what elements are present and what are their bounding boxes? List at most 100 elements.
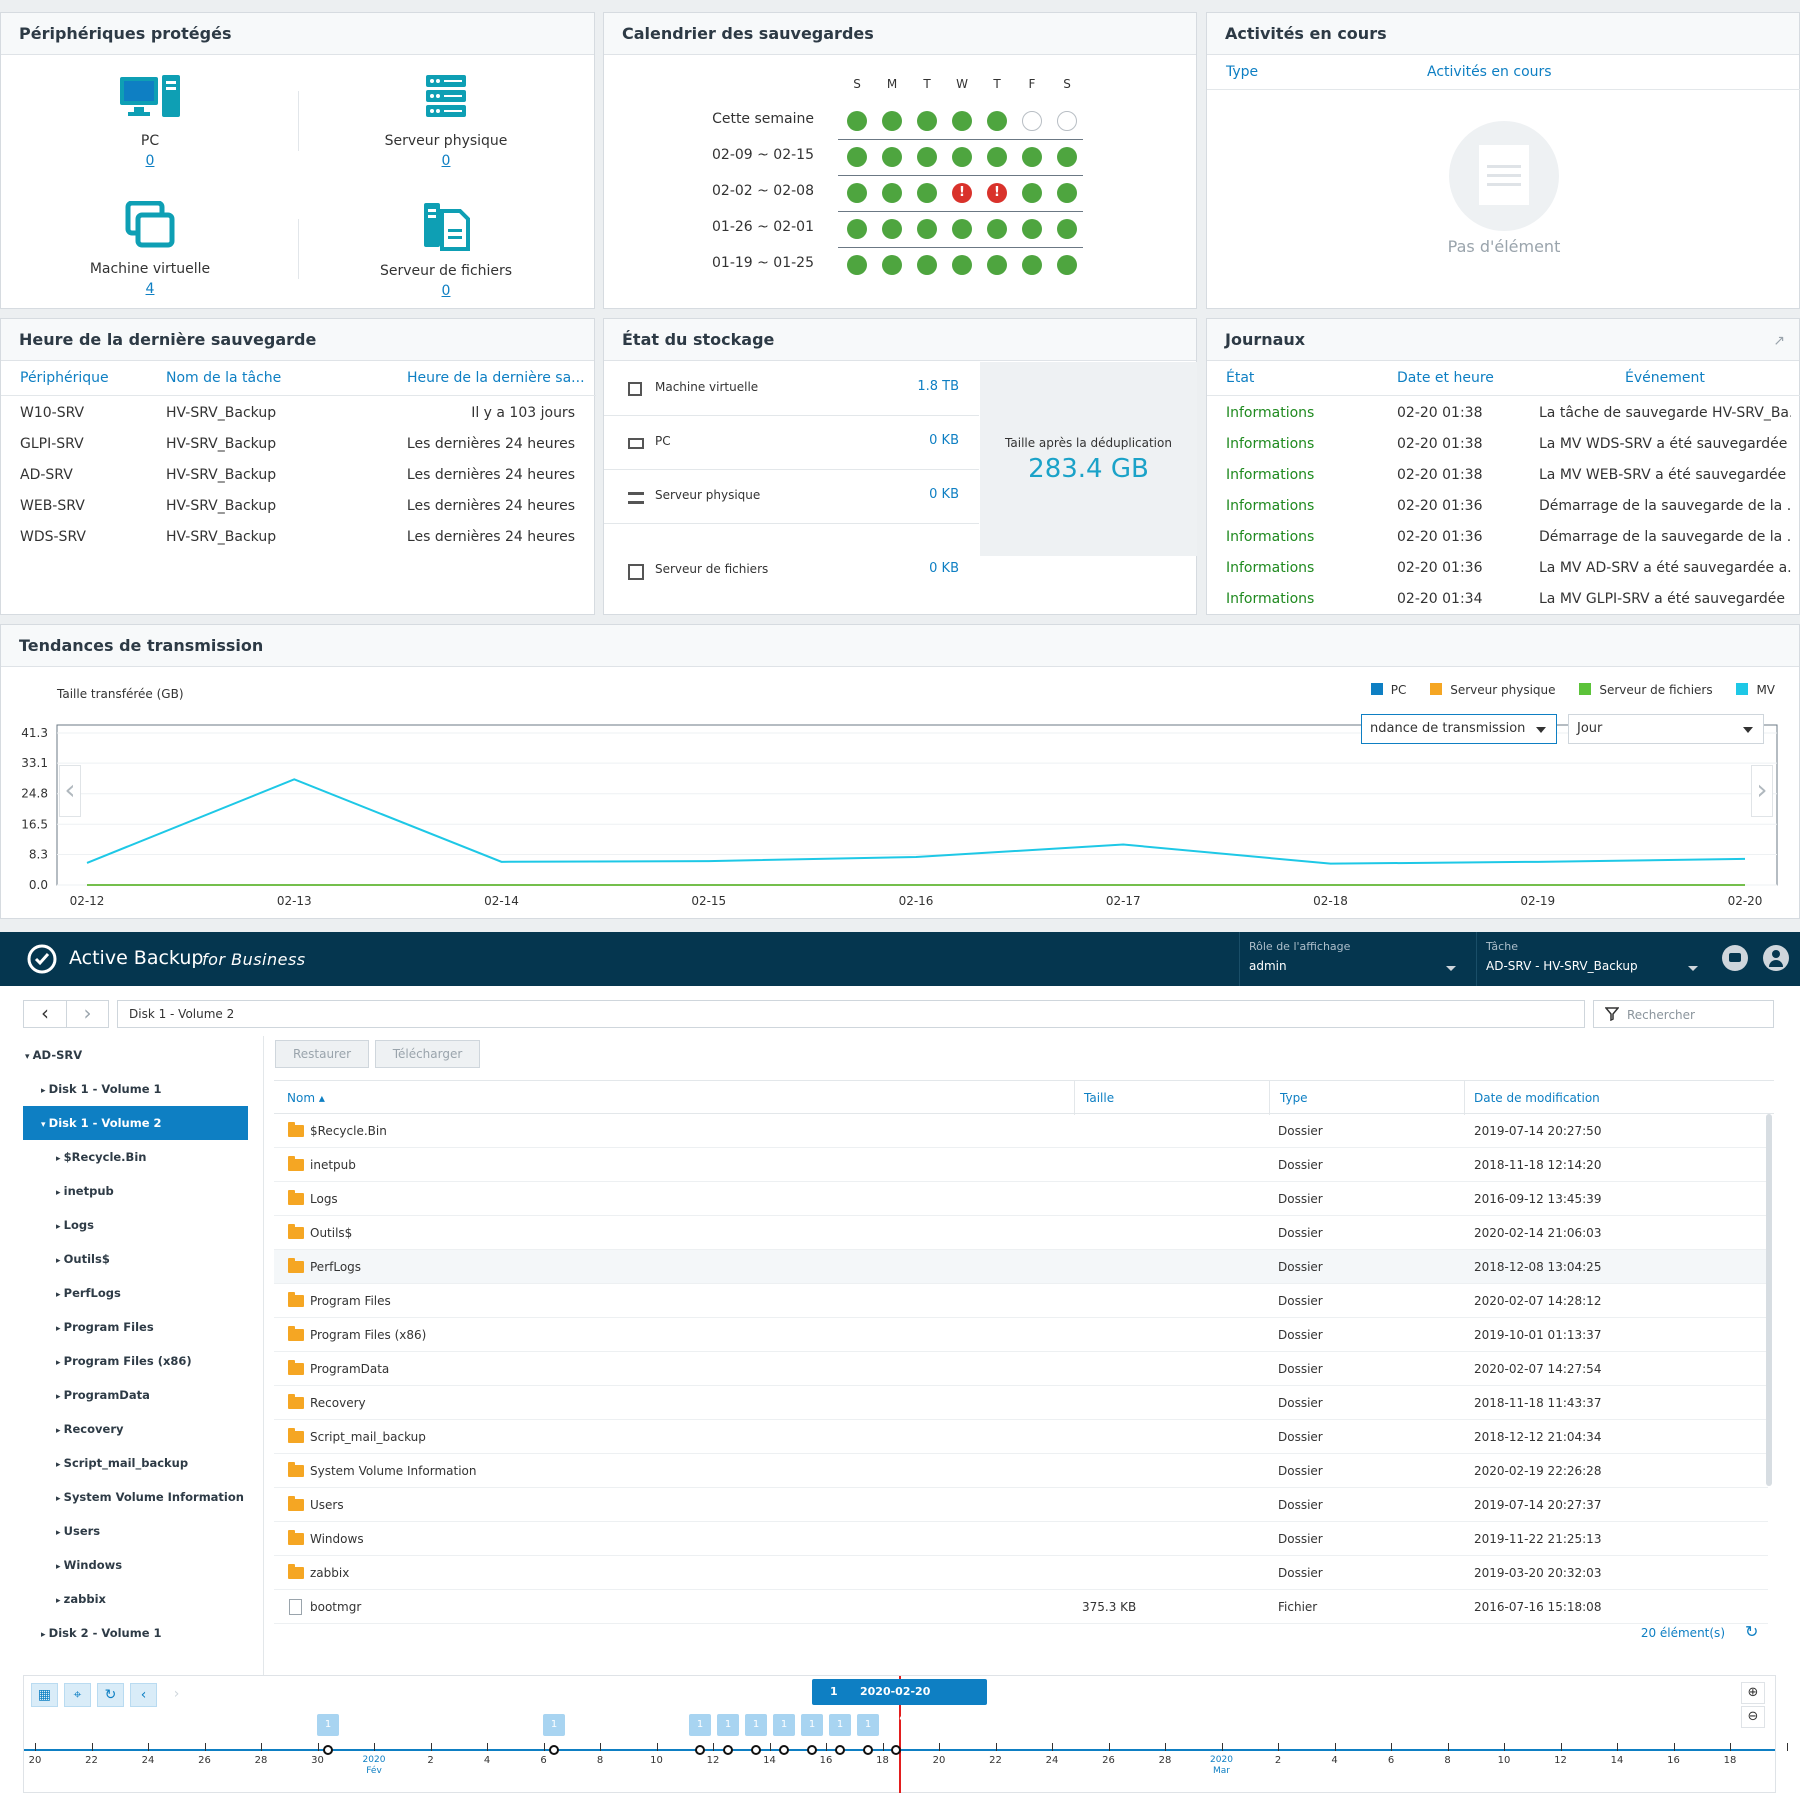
restore-button[interactable]: Restaurer [275, 1040, 369, 1068]
role-selector[interactable]: Rôle de l'affichage admin [1239, 932, 1472, 986]
success-dot[interactable] [917, 183, 937, 203]
success-dot[interactable] [1022, 255, 1042, 275]
backup-point[interactable] [779, 1745, 789, 1755]
backup-point[interactable] [807, 1745, 817, 1755]
success-dot[interactable] [1057, 147, 1077, 167]
success-dot[interactable] [987, 147, 1007, 167]
success-dot[interactable] [882, 219, 902, 239]
success-dot[interactable] [917, 111, 937, 131]
caret-right-icon[interactable]: ▸ [56, 1596, 64, 1606]
chart-prev-button[interactable]: ‹ [59, 765, 81, 817]
tree-item-folder[interactable]: ▸ Windows [56, 1558, 123, 1572]
file-row[interactable]: Script_mail_backup Dossier 2018-12-12 21:0… [274, 1420, 1768, 1454]
tree-item-folder[interactable]: ▸ ProgramData [56, 1388, 150, 1402]
chart-next-button[interactable]: › [1751, 765, 1773, 817]
expand-icon[interactable]: ↗ [1773, 333, 1785, 349]
success-dot[interactable] [917, 219, 937, 239]
tree-item-folder[interactable]: ▸ PerfLogs [56, 1286, 121, 1300]
success-dot[interactable] [1057, 219, 1077, 239]
caret-right-icon[interactable]: ▸ [56, 1528, 64, 1538]
zoom-out-icon[interactable]: ⊖ [1741, 1706, 1765, 1728]
no-backup-dot[interactable] [1057, 111, 1077, 131]
period-dropdown[interactable]: Jour [1568, 714, 1764, 744]
file-row[interactable]: Program Files (x86) Dossier 2019-10-01 01:… [274, 1318, 1768, 1352]
device-count-link[interactable]: 4 [145, 281, 155, 297]
backup-count-tag[interactable]: 1 [857, 1714, 879, 1736]
col-modified[interactable]: Date de modification [1474, 1091, 1600, 1105]
tree-item-volume[interactable]: ▸ Disk 2 - Volume 1 [41, 1626, 162, 1640]
col-task-name[interactable]: Nom de la tâche [166, 370, 282, 386]
refresh-icon[interactable]: ↻ [97, 1683, 124, 1707]
caret-right-icon[interactable]: ▸ [41, 1086, 49, 1096]
user-avatar-icon[interactable] [1763, 945, 1789, 971]
error-icon[interactable]: ! [952, 183, 972, 203]
error-icon[interactable]: ! [987, 183, 1007, 203]
tree-item-folder[interactable]: ▸ inetpub [56, 1184, 114, 1198]
tree-item-folder[interactable]: ▸ $Recycle.Bin [56, 1150, 147, 1164]
backup-point[interactable] [863, 1745, 873, 1755]
col-last-backup[interactable]: Heure de la dernière sa... [407, 370, 585, 386]
file-row[interactable]: bootmgr 375.3 KB Fichier 2016-07-16 15:18:0… [274, 1590, 1768, 1624]
success-dot[interactable] [987, 111, 1007, 131]
col-device[interactable]: Périphérique [20, 370, 109, 386]
success-dot[interactable] [847, 219, 867, 239]
success-dot[interactable] [847, 147, 867, 167]
calendar-icon[interactable]: ▦ [31, 1683, 58, 1707]
tree-item-volume-selected[interactable]: ▾ Disk 1 - Volume 2 [41, 1116, 162, 1130]
caret-right-icon[interactable]: ▸ [56, 1154, 64, 1164]
file-row[interactable]: Outils$ Dossier 2020-02-14 21:06:03 [274, 1216, 1768, 1250]
success-dot[interactable] [847, 255, 867, 275]
caret-right-icon[interactable]: ▸ [56, 1256, 64, 1266]
backup-point[interactable] [891, 1745, 901, 1755]
caret-right-icon[interactable]: ▸ [56, 1358, 64, 1368]
caret-right-icon[interactable]: ▸ [56, 1426, 64, 1436]
success-dot[interactable] [847, 183, 867, 203]
device-count-link[interactable]: 0 [145, 153, 155, 169]
success-dot[interactable] [952, 219, 972, 239]
no-backup-dot[interactable] [1022, 111, 1042, 131]
file-row[interactable]: System Volume Information Dossier 2020-02-… [274, 1454, 1768, 1488]
current-backup-label[interactable]: 1 2020-02-20 01:38:48 [812, 1679, 987, 1724]
backup-count-tag[interactable]: 1 [689, 1714, 711, 1736]
backup-count-tag[interactable]: 1 [773, 1714, 795, 1736]
col-type[interactable]: Type [1280, 1091, 1308, 1105]
backup-point[interactable] [723, 1745, 733, 1755]
col-size[interactable]: Taille [1084, 1091, 1115, 1105]
caret-down-icon[interactable]: ▾ [25, 1052, 33, 1062]
device-count-link[interactable]: 0 [441, 153, 451, 169]
success-dot[interactable] [952, 147, 972, 167]
backup-point[interactable] [695, 1745, 705, 1755]
file-row[interactable]: Logs Dossier 2016-09-12 13:45:39 [274, 1182, 1768, 1216]
success-dot[interactable] [917, 147, 937, 167]
col-name[interactable]: Nom ▴ [287, 1091, 325, 1105]
path-bar[interactable]: Disk 1 - Volume 2 [117, 1000, 1585, 1028]
device-count-link[interactable]: 0 [441, 283, 451, 299]
caret-right-icon[interactable]: ▸ [56, 1290, 64, 1300]
backup-count-tag[interactable]: 1 [745, 1714, 767, 1736]
caret-right-icon[interactable]: ▸ [56, 1494, 64, 1504]
trend-type-dropdown[interactable]: ndance de transmission [1361, 714, 1557, 744]
tree-item-folder[interactable]: ▸ Program Files (x86) [56, 1354, 192, 1368]
col-event[interactable]: Événement [1625, 370, 1705, 386]
success-dot[interactable] [1022, 147, 1042, 167]
scrollbar[interactable] [1766, 1114, 1772, 1486]
success-dot[interactable] [1022, 183, 1042, 203]
success-dot[interactable] [987, 219, 1007, 239]
task-selector[interactable]: Tâche AD-SRV - HV-SRV_Backup [1476, 932, 1714, 986]
search-input[interactable]: Rechercher [1593, 1000, 1774, 1028]
success-dot[interactable] [847, 111, 867, 131]
tree-item-volume[interactable]: ▸ Disk 1 - Volume 1 [41, 1082, 162, 1096]
success-dot[interactable] [1057, 183, 1077, 203]
success-dot[interactable] [882, 147, 902, 167]
success-dot[interactable] [882, 255, 902, 275]
backup-count-tag[interactable]: 1 [717, 1714, 739, 1736]
success-dot[interactable] [882, 111, 902, 131]
file-row[interactable]: PerfLogs Dossier 2018-12-08 13:04:25 [274, 1250, 1768, 1284]
timeline-prev-icon[interactable]: ‹ [130, 1683, 157, 1707]
backup-count-tag[interactable]: 1 [829, 1714, 851, 1736]
tree-item-folder[interactable]: ▸ Outils$ [56, 1252, 110, 1266]
caret-right-icon[interactable]: ▸ [56, 1222, 64, 1232]
backup-count-tag[interactable]: 1 [543, 1714, 565, 1736]
forward-button[interactable]: › [66, 1000, 109, 1028]
success-dot[interactable] [917, 255, 937, 275]
